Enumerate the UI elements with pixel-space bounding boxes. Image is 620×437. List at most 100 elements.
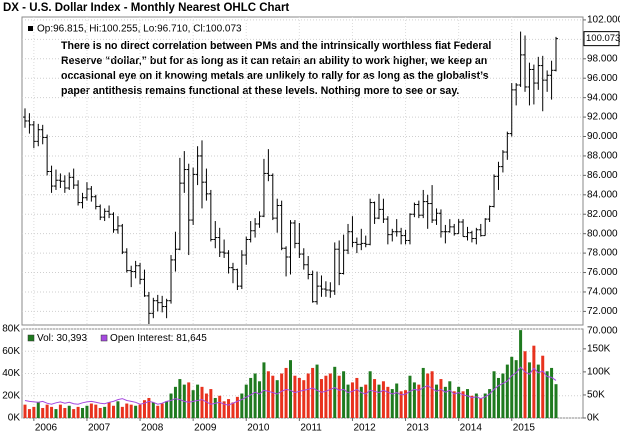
volume-bar [67, 405, 71, 418]
x-tick-label: 2014 [460, 423, 483, 434]
volume-bar [187, 382, 191, 418]
annotation-line: paper antithesis remains functional at t… [61, 85, 459, 97]
legend-swatch [27, 334, 35, 342]
volume-bar [32, 406, 36, 418]
y-tick-label: 70.000 [587, 325, 618, 336]
volume-bar [98, 407, 102, 418]
legend-swatch [100, 334, 108, 342]
volume-bar [218, 395, 222, 418]
volume-bar [204, 393, 208, 418]
y2-tick-label: 0K [587, 413, 600, 424]
volume-bar [364, 384, 368, 418]
volume-bar [474, 393, 478, 418]
volume-bar [85, 405, 89, 418]
y2-tick-label: 100K [587, 367, 611, 378]
x-tick-label: 2013 [407, 423, 430, 434]
volume-bar [492, 371, 496, 418]
volume-bar [346, 384, 350, 418]
volume-bar [545, 371, 549, 418]
volume-bar [337, 375, 341, 418]
volume-bar [45, 404, 49, 418]
y-tick-label: 80K [2, 324, 20, 335]
volume-bar [41, 407, 45, 418]
price-legend: Op:96.815, Hi:100.255, Lo:96.710, Cl:100… [37, 24, 242, 35]
volume-bar [430, 371, 434, 418]
volume-bar [200, 386, 204, 418]
volume-bar [342, 371, 346, 418]
volume-bar [293, 375, 297, 418]
annotation: There is no direct correlation between P… [61, 40, 491, 97]
volume-bar [448, 381, 452, 418]
volume-bar [125, 403, 129, 418]
volume-bar [196, 384, 200, 418]
volume-bar [479, 397, 483, 418]
volume-bar [81, 407, 85, 418]
volume-bar [466, 389, 469, 418]
volume-bar [76, 406, 80, 418]
y-tick-label: 20K [2, 390, 20, 401]
legend-label: Vol: 30,393 [37, 333, 87, 344]
y-tick-label: 72.000 [587, 306, 618, 317]
volume-bar [470, 395, 474, 418]
volume-bar [541, 355, 545, 418]
volume-bar [328, 373, 332, 418]
y-tick-label: 102.000 [587, 15, 620, 26]
volume-bar [284, 367, 288, 418]
volume-bar [319, 379, 323, 418]
annotation-line: Reserve “dollar,” but for as long as it … [61, 55, 487, 67]
volume-bar [271, 375, 275, 418]
volume-bar [421, 367, 425, 418]
legend-swatch [28, 26, 33, 31]
y-tick-label: 88.000 [587, 151, 618, 162]
volume-bar [244, 384, 248, 418]
volume-bar [72, 409, 76, 418]
volume-bar [178, 379, 182, 418]
volume-bar [23, 404, 27, 418]
x-tick-label: 2015 [513, 423, 536, 434]
volume-bar [514, 360, 518, 418]
volume-bar [134, 405, 138, 418]
volume-bars [23, 330, 558, 418]
volume-bar [302, 380, 306, 418]
y-tick-label: 0K [8, 413, 21, 424]
y-tick-label: 90.000 [587, 131, 618, 142]
x-tick-label: 2007 [88, 423, 111, 434]
annotation-line: occasional eye on it knowing metals are … [61, 70, 489, 82]
y-tick-label: 60K [2, 346, 20, 357]
volume-bar [147, 397, 151, 418]
volume-bar [235, 396, 239, 418]
volume-bar [231, 402, 235, 418]
volume-bar [240, 393, 244, 418]
volume-bar [536, 364, 540, 418]
volume-bar [377, 384, 381, 418]
last-price-box [583, 31, 620, 47]
y2-tick-label: 50K [587, 390, 605, 401]
volume-bar [350, 382, 354, 418]
x-tick-label: 2012 [353, 423, 376, 434]
volume-bar [258, 381, 262, 418]
volume-bar [275, 380, 279, 418]
x-tick-label: 2011 [300, 423, 322, 434]
y2-tick-label: 150K [587, 343, 611, 354]
volume-bar [306, 373, 310, 418]
volume-bar [412, 382, 416, 418]
volume-bar [120, 406, 124, 418]
volume-bar [399, 391, 403, 418]
open-interest-line [24, 366, 557, 406]
volume-bar [368, 371, 372, 418]
volume-bar [213, 397, 217, 418]
volume-bar [315, 364, 319, 418]
y-tick-label: 74.000 [587, 287, 618, 298]
x-tick-label: 2009 [194, 423, 217, 434]
y-tick-label: 40K [2, 368, 20, 379]
volume-bar [373, 379, 377, 418]
volume-bar [439, 379, 443, 418]
y-tick-label: 78.000 [587, 248, 618, 259]
volume-bar [165, 401, 169, 418]
volume-bar [227, 399, 231, 418]
y-tick-label: 94.000 [587, 92, 618, 103]
volume-bar [36, 402, 40, 418]
volume-bar [156, 405, 160, 418]
volume-bar [527, 362, 531, 418]
